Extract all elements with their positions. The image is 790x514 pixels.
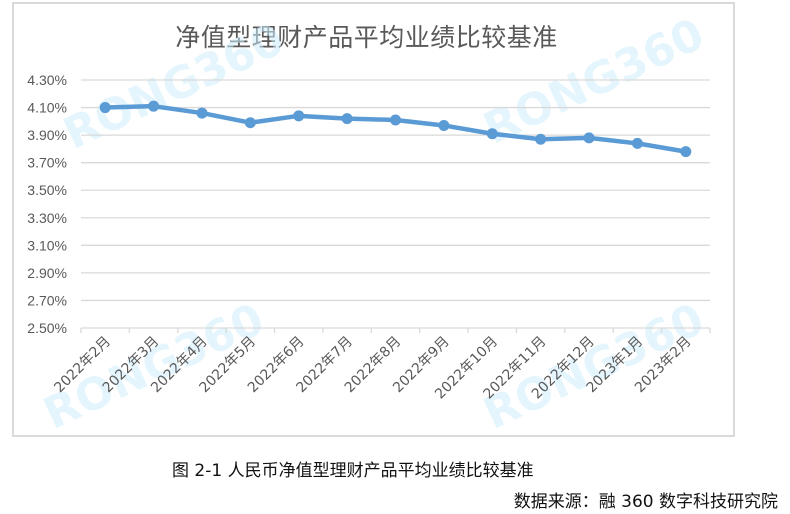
y-axis-labels: 4.30% 4.10% 3.90% 3.70% 3.50% 3.30% 3.10% 2.90%… [27, 72, 67, 336]
data-point [680, 146, 692, 158]
data-point [244, 117, 256, 129]
watermark-text: RONG360 [476, 9, 712, 155]
y-tick-label: 4.10% [27, 100, 67, 116]
x-axis [80, 327, 711, 333]
watermark-text: RONG360 [56, 14, 292, 160]
data-point [438, 119, 450, 131]
y-tick-label: 4.30% [27, 72, 67, 88]
y-tick-label: 3.30% [27, 210, 67, 226]
data-point [486, 128, 498, 140]
series-line [99, 100, 692, 158]
data-point [583, 132, 595, 144]
chart-title: 净值型理财产品平均业绩比较基准 [175, 23, 558, 52]
y-tick-label: 3.10% [27, 237, 67, 253]
chart-frame [12, 2, 735, 437]
data-point [148, 100, 160, 112]
y-tick-label: 2.50% [27, 320, 67, 336]
data-point [196, 107, 208, 119]
data-source: 数据来源：融 360 数字科技研究院 [513, 492, 778, 512]
data-point [341, 113, 353, 125]
y-tick-label: 3.50% [27, 182, 67, 198]
y-tick-label: 2.90% [27, 265, 67, 281]
figure-caption: 图 2-1 人民币净值型理财产品平均业绩比较基准 [172, 461, 534, 481]
y-tick-label: 3.70% [27, 155, 67, 171]
data-point [535, 133, 547, 145]
y-tick-label: 2.70% [27, 292, 67, 308]
data-point [390, 114, 401, 126]
data-point [99, 102, 111, 114]
data-point [631, 137, 643, 149]
y-tick-label: 3.90% [27, 127, 67, 143]
data-point [293, 110, 305, 122]
gridlines [81, 79, 710, 302]
